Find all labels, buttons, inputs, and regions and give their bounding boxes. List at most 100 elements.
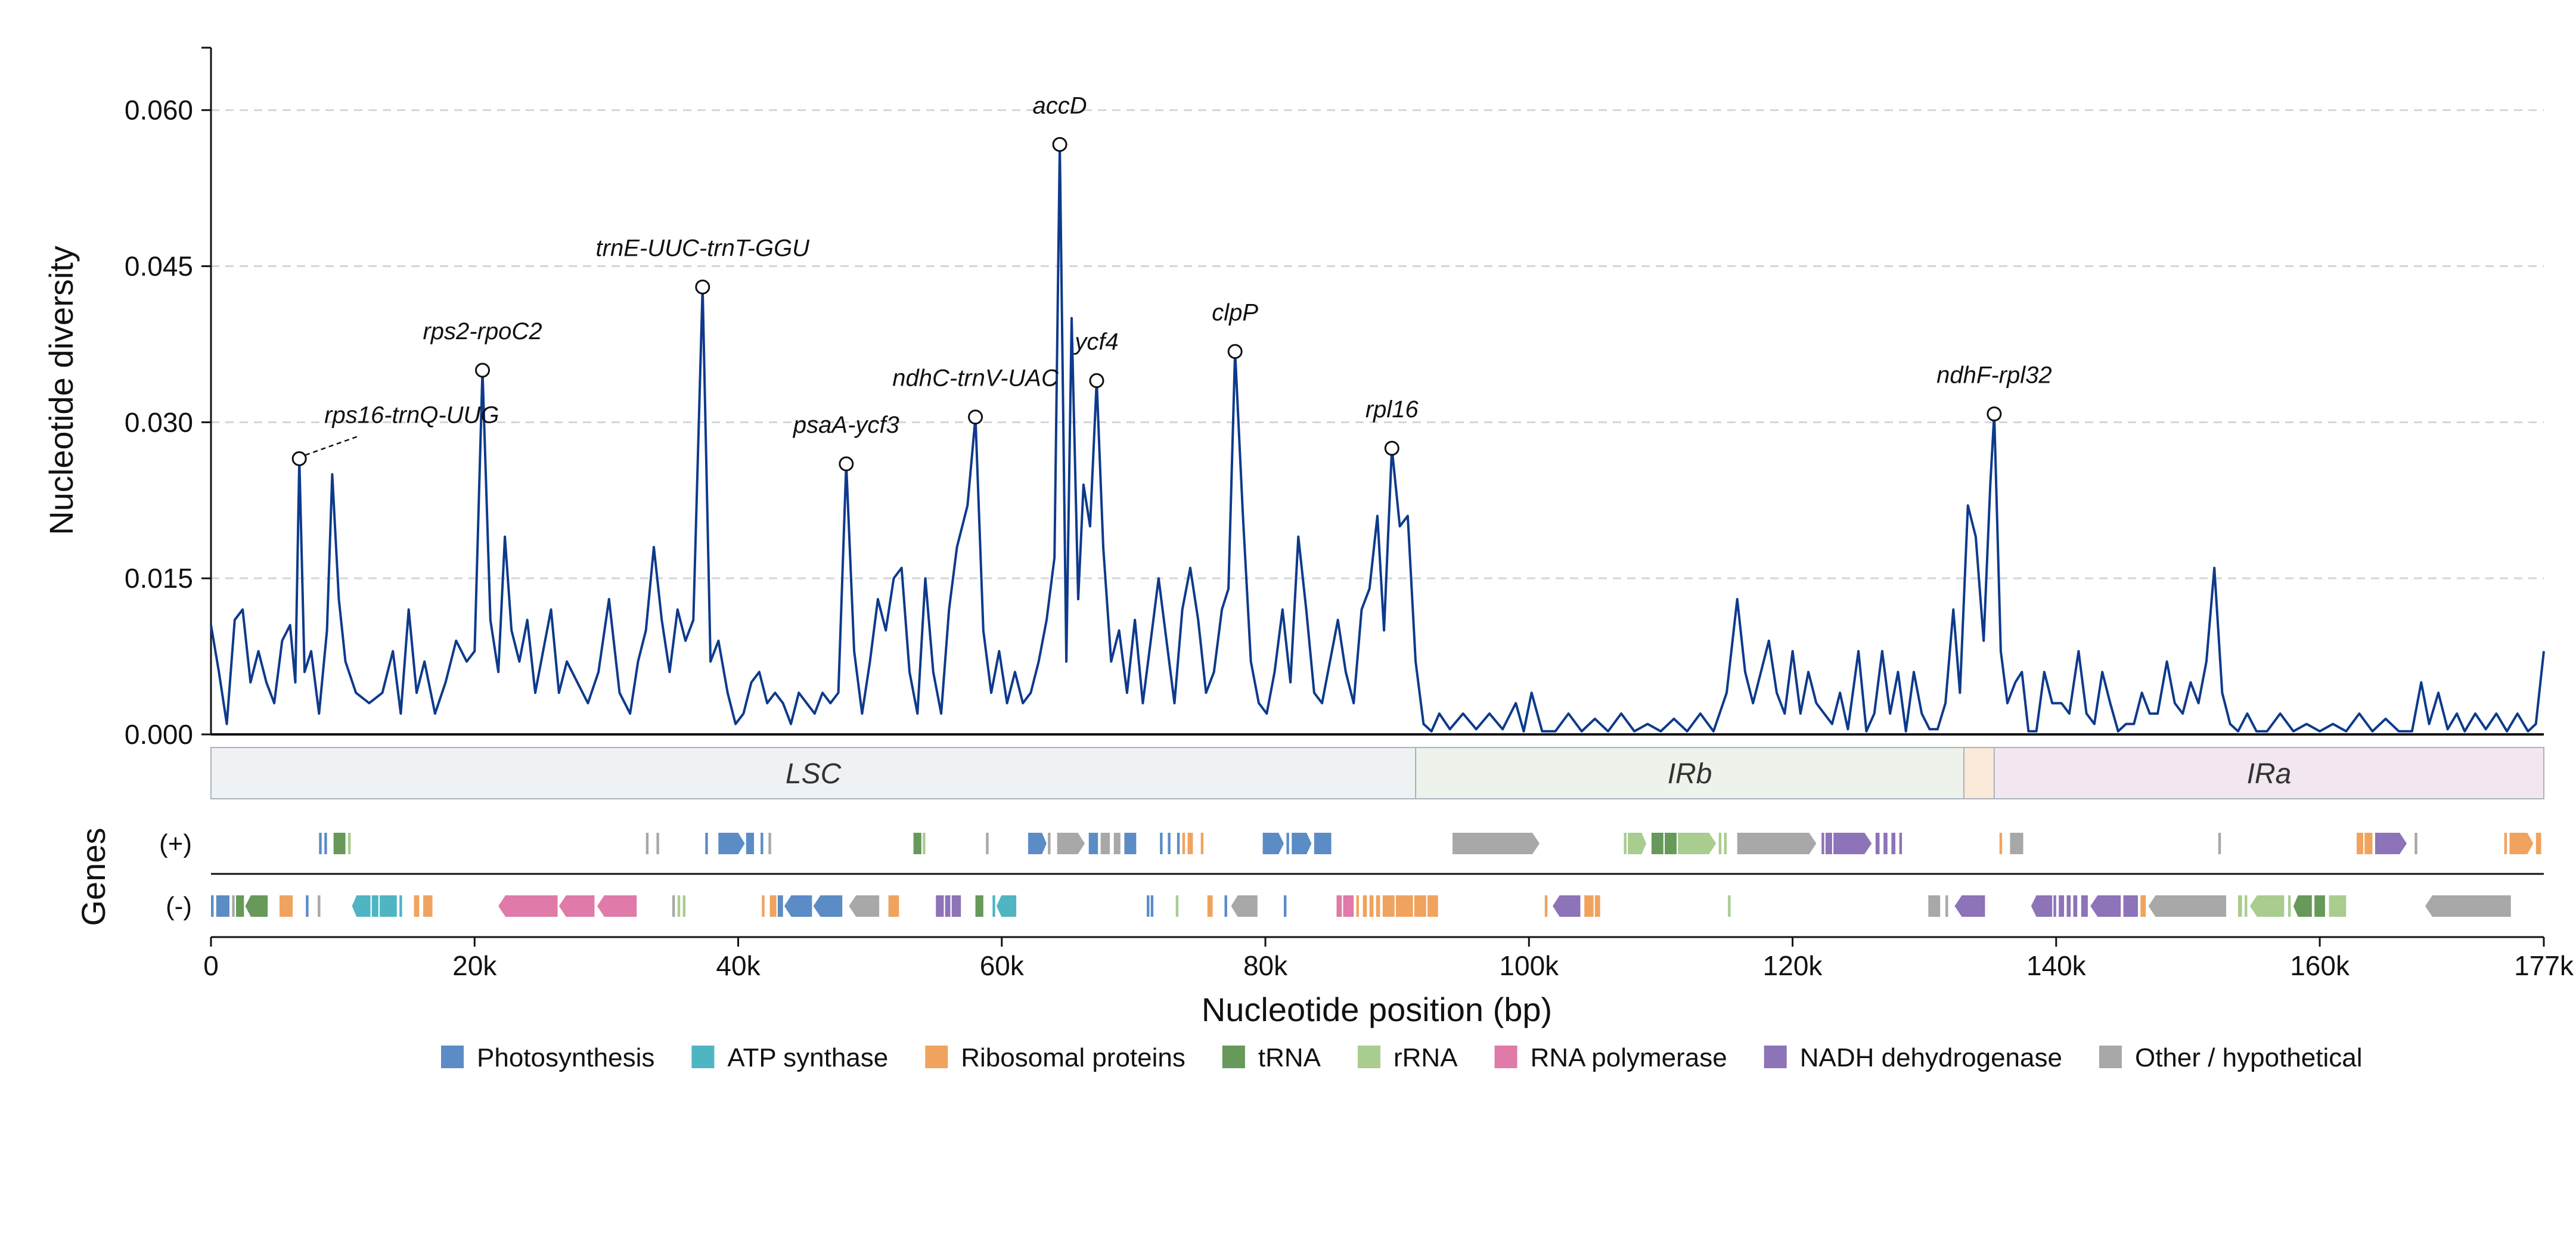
gene-feature <box>1628 833 1647 854</box>
gene-feature <box>2509 833 2534 854</box>
legend-swatch <box>1494 1046 1517 1068</box>
gene-feature <box>2090 895 2121 917</box>
legend-label: Photosynthesis <box>477 1043 654 1072</box>
gene-feature <box>945 895 951 917</box>
y-axis-title: Nucleotide diversity <box>42 246 80 535</box>
gene-feature <box>1891 833 1896 854</box>
legend-label: NADH dehydrogenase <box>1800 1043 2062 1072</box>
gene-feature <box>1382 895 1395 917</box>
gene-feature <box>1088 833 1098 854</box>
gridlines <box>211 109 2544 579</box>
gene-feature <box>849 895 880 917</box>
region-label: IRb <box>1668 758 1712 790</box>
gene-feature <box>1262 833 1284 854</box>
legend-label: tRNA <box>1258 1043 1321 1072</box>
y-tick-label: 0.000 <box>125 719 193 750</box>
gene-track: (+) (-) <box>159 829 2544 921</box>
gene-feature <box>2364 833 2373 854</box>
peak-label: ycf4 <box>1073 329 1118 355</box>
gene-feature <box>245 895 268 917</box>
legend-swatch <box>691 1046 715 1068</box>
gene-feature <box>2218 833 2221 854</box>
peak-label: rpl16 <box>1365 396 1419 423</box>
gene-feature <box>2140 895 2146 917</box>
x-tick-label: 100k <box>1499 950 1559 981</box>
gene-feature <box>2237 895 2242 917</box>
plus-strand-label: (+) <box>159 829 192 858</box>
peak-marker <box>1987 406 2002 421</box>
gene-feature <box>414 895 420 917</box>
gene-feature <box>645 833 649 854</box>
gene-feature <box>1224 895 1227 917</box>
peak-leader-line <box>305 435 359 456</box>
peak-annotations: rps16-trnQ-UUG rps2-rpoC2 trnE-UUC-trnT-GG… <box>291 92 2052 472</box>
gene-feature <box>1718 833 1722 854</box>
gene-feature <box>769 895 777 917</box>
gene-feature <box>232 895 235 917</box>
gene-feature <box>1724 833 1727 854</box>
gene-feature <box>2329 895 2347 917</box>
peak-marker <box>968 410 983 425</box>
gene-feature <box>1343 895 1354 917</box>
gene-feature <box>762 895 765 917</box>
diversity-series-line <box>210 143 2545 733</box>
peak-label: clpP <box>1212 300 1258 326</box>
y-tick-label: 0.045 <box>125 251 193 282</box>
gene-feature <box>319 833 322 854</box>
region-bar: LSC IRb IRa <box>210 747 2545 799</box>
gene-feature <box>1336 895 1342 917</box>
legend-swatch <box>925 1046 948 1068</box>
diversity-line <box>210 143 2545 733</box>
gene-feature <box>677 895 681 917</box>
x-tick-label: 160k <box>2290 950 2350 981</box>
legend-label: ATP synthase <box>727 1043 888 1072</box>
peak-marker <box>475 362 491 378</box>
gene-feature <box>324 833 327 854</box>
gene-feature <box>2414 833 2417 854</box>
gene-feature <box>718 833 745 854</box>
gene-feature <box>2245 895 2248 917</box>
x-tick-label: 60k <box>980 950 1025 981</box>
gene-feature <box>423 895 433 917</box>
gene-feature <box>2148 895 2227 917</box>
region-block <box>210 747 1417 799</box>
gene-feature <box>2059 895 2065 917</box>
gene-feature <box>1187 833 1193 854</box>
x-tick-label: 40k <box>716 950 761 981</box>
gene-feature <box>986 833 989 854</box>
gene-feature <box>2375 833 2407 854</box>
gene-feature <box>236 895 244 917</box>
gene-feature <box>2288 895 2291 917</box>
gene-feature <box>306 895 309 917</box>
gene-feature <box>399 895 402 917</box>
peak-marker <box>1089 373 1104 389</box>
gene-feature <box>992 895 995 917</box>
legend-swatch <box>1222 1046 1245 1068</box>
gene-feature <box>2293 895 2312 917</box>
gene-feature <box>2356 833 2364 854</box>
peak-label: trnE-UUC-trnT-GGU <box>596 235 811 261</box>
gene-feature <box>1286 833 1289 854</box>
gene-feature <box>1821 833 1824 854</box>
region-block <box>1993 747 2545 799</box>
x-tick-label: 80k <box>1243 950 1288 981</box>
gene-feature <box>1175 895 1179 917</box>
gene-feature <box>216 895 229 917</box>
peak-label: rps2-rpoC2 <box>423 318 542 345</box>
gene-feature <box>2010 833 2023 854</box>
gene-feature <box>913 833 921 854</box>
gene-feature <box>558 895 595 917</box>
peak-label: psaA-ycf3 <box>793 412 899 438</box>
region-label: LSC <box>786 758 842 790</box>
gene-feature <box>347 833 351 854</box>
gene-feature <box>1356 895 1360 917</box>
legend-swatch <box>2099 1046 2122 1068</box>
gene-feature <box>1999 833 2003 854</box>
gene-feature <box>2073 895 2078 917</box>
gene-feature <box>746 833 755 854</box>
gene-feature <box>1283 895 1287 917</box>
x-tick-label: 177k <box>2514 950 2574 981</box>
gene-feature <box>1825 833 1832 854</box>
x-tick-label: 0 <box>203 950 219 981</box>
